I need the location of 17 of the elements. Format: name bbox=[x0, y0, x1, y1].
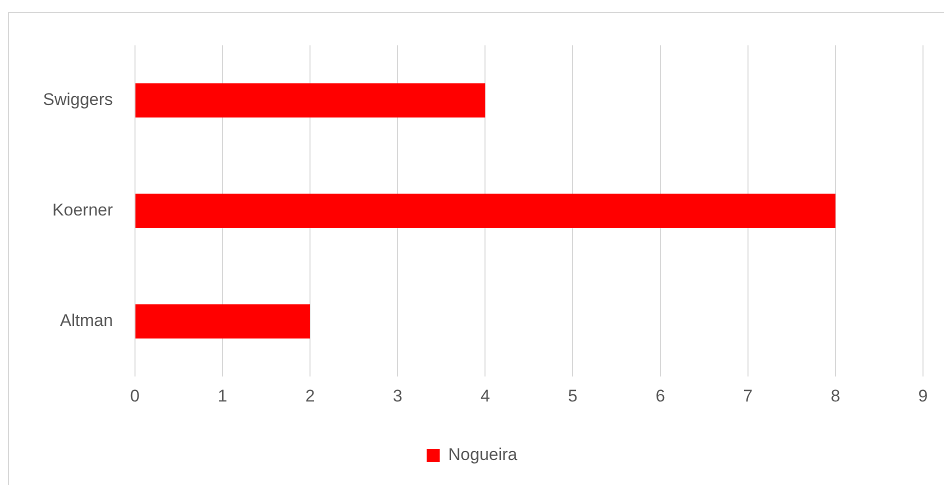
x-tick-label: 2 bbox=[305, 386, 315, 406]
x-tick-label: 7 bbox=[743, 386, 753, 406]
x-tick-label: 1 bbox=[218, 386, 228, 406]
x-tick-label: 5 bbox=[568, 386, 578, 406]
x-tick-label: 8 bbox=[830, 386, 840, 406]
bar bbox=[135, 194, 836, 228]
x-tick-label: 4 bbox=[480, 386, 490, 406]
x-tick-label: 9 bbox=[918, 386, 928, 406]
x-tick-label: 3 bbox=[392, 386, 402, 406]
x-tick-label: 6 bbox=[656, 386, 666, 406]
y-tick-label: Altman bbox=[60, 311, 113, 330]
bar bbox=[135, 304, 310, 338]
y-tick-label: Swiggers bbox=[42, 90, 113, 110]
legend-label: Nogueira bbox=[448, 445, 518, 464]
y-tick-label: Koerner bbox=[52, 200, 114, 220]
x-tick-label: 0 bbox=[130, 386, 140, 406]
bar bbox=[135, 83, 486, 118]
